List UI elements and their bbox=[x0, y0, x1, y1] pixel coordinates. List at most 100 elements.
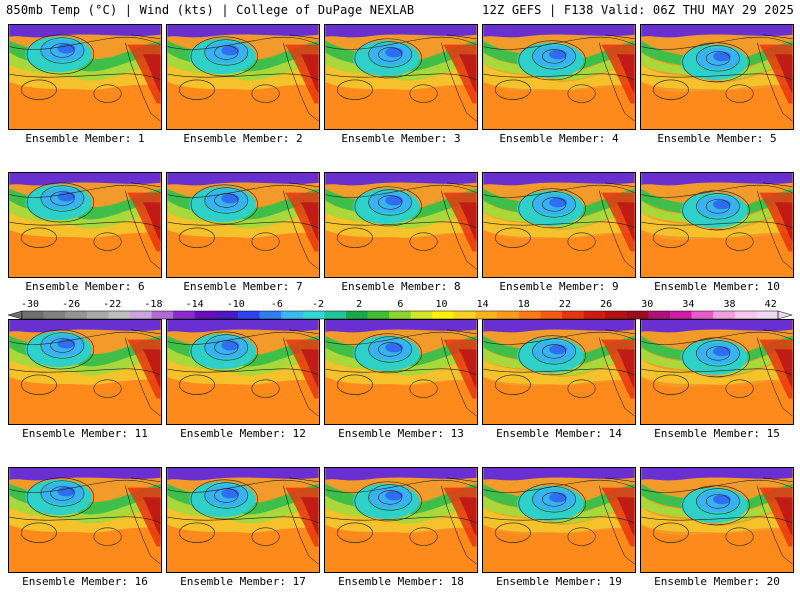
ensemble-panel: Ensemble Member: 9 bbox=[482, 172, 636, 293]
ensemble-member-label: Ensemble Member: 2 bbox=[183, 132, 303, 145]
colorbar-tick-label: -30 bbox=[21, 299, 39, 310]
ensemble-panel: Ensemble Member: 14 bbox=[482, 319, 636, 440]
colorbar-bin bbox=[713, 311, 736, 319]
ensemble-member-label: Ensemble Member: 1 bbox=[25, 132, 145, 145]
ensemble-panel: Ensemble Member: 10 bbox=[640, 172, 794, 293]
ensemble-member-label: Ensemble Member: 5 bbox=[657, 132, 777, 145]
ensemble-panel: Ensemble Member: 3 bbox=[324, 24, 478, 145]
colorbar-tick-label: -26 bbox=[62, 299, 80, 310]
colorbar-tick-label: -2 bbox=[312, 299, 324, 310]
colorbar-bin bbox=[475, 311, 498, 319]
colorbar-bin bbox=[194, 311, 217, 319]
ensemble-map bbox=[324, 319, 478, 425]
colorbar-tick-label: -6 bbox=[271, 299, 283, 310]
colorbar-bin bbox=[108, 311, 131, 319]
colorbar-tick-label: 14 bbox=[477, 299, 489, 310]
colorbar-tick-label: 38 bbox=[724, 299, 736, 310]
ensemble-member-label: Ensemble Member: 13 bbox=[338, 427, 464, 440]
colorbar-bin bbox=[605, 311, 628, 319]
colorbar-bin bbox=[562, 311, 584, 319]
ensemble-map bbox=[8, 319, 162, 425]
ensemble-panel: Ensemble Member: 8 bbox=[324, 172, 478, 293]
colorbar-bin bbox=[238, 311, 260, 319]
colorbar-bin bbox=[389, 311, 412, 319]
ensemble-member-label: Ensemble Member: 17 bbox=[180, 575, 306, 588]
colorbar-bin bbox=[346, 311, 368, 319]
ensemble-panel: Ensemble Member: 5 bbox=[640, 24, 794, 145]
ensemble-member-label: Ensemble Member: 4 bbox=[499, 132, 619, 145]
colorbar-bin bbox=[43, 311, 66, 319]
ensemble-panel: Ensemble Member: 12 bbox=[166, 319, 320, 440]
ensemble-member-label: Ensemble Member: 3 bbox=[341, 132, 461, 145]
colorbar-tick-label: -10 bbox=[227, 299, 245, 310]
colorbar-bin bbox=[22, 311, 44, 319]
ensemble-member-label: Ensemble Member: 20 bbox=[654, 575, 780, 588]
ensemble-map bbox=[8, 467, 162, 573]
ensemble-panel: Ensemble Member: 2 bbox=[166, 24, 320, 145]
colorbar-bin bbox=[432, 311, 455, 319]
ensemble-member-label: Ensemble Member: 6 bbox=[25, 280, 145, 293]
colorbar-bin bbox=[130, 311, 152, 319]
map-title: 850mb Temp (°C) | Wind (kts) | College o… bbox=[6, 3, 415, 17]
ensemble-member-label: Ensemble Member: 19 bbox=[496, 575, 622, 588]
ensemble-map bbox=[482, 467, 636, 573]
colorbar-bin bbox=[410, 311, 433, 319]
colorbar-bin bbox=[173, 311, 196, 319]
colorbar-tick-label: 22 bbox=[559, 299, 571, 310]
ensemble-map bbox=[166, 467, 320, 573]
colorbar-tick-label: 6 bbox=[397, 299, 403, 310]
colorbar-bin bbox=[151, 311, 174, 319]
ensemble-panel: Ensemble Member: 13 bbox=[324, 319, 478, 440]
colorbar-bin bbox=[648, 311, 671, 319]
ensemble-map bbox=[8, 172, 162, 278]
ensemble-panel: Ensemble Member: 7 bbox=[166, 172, 320, 293]
colorbar-bin bbox=[324, 311, 347, 319]
colorbar-tick-label: 26 bbox=[600, 299, 612, 310]
colorbar-bin bbox=[367, 311, 390, 319]
colorbar-bin bbox=[626, 311, 649, 319]
colorbar-outline bbox=[21, 310, 779, 320]
ensemble-panel: Ensemble Member: 18 bbox=[324, 467, 478, 588]
colorbar-bin bbox=[670, 311, 692, 319]
ensemble-panel: Ensemble Member: 6 bbox=[8, 172, 162, 293]
ensemble-map bbox=[482, 172, 636, 278]
colorbar-bin bbox=[86, 311, 109, 319]
ensemble-map bbox=[640, 467, 794, 573]
colorbar-min-arrow bbox=[8, 310, 23, 320]
temperature-colorbar: -30 -26 -22 -18 -14 -10 -6 -2 2 6 10 14 18 22 26 30 34 38… bbox=[8, 299, 792, 320]
colorbar-bin bbox=[734, 311, 757, 319]
ensemble-panel: Ensemble Member: 17 bbox=[166, 467, 320, 588]
ensemble-panel: Ensemble Member: 4 bbox=[482, 24, 636, 145]
colorbar-bin bbox=[540, 311, 563, 319]
ensemble-map bbox=[640, 172, 794, 278]
ensemble-member-label: Ensemble Member: 8 bbox=[341, 280, 461, 293]
ensemble-member-label: Ensemble Member: 16 bbox=[22, 575, 148, 588]
colorbar-tick-label: 10 bbox=[435, 299, 447, 310]
colorbar-max-arrow bbox=[777, 310, 792, 320]
ensemble-member-label: Ensemble Member: 10 bbox=[654, 280, 780, 293]
ensemble-map bbox=[324, 467, 478, 573]
ensemble-map bbox=[324, 172, 478, 278]
ensemble-map bbox=[8, 24, 162, 130]
ensemble-panel: Ensemble Member: 1 bbox=[8, 24, 162, 145]
colorbar-tick-label: 2 bbox=[356, 299, 362, 310]
ensemble-map bbox=[166, 172, 320, 278]
ensemble-map bbox=[482, 319, 636, 425]
ensemble-panel: Ensemble Member: 16 bbox=[8, 467, 162, 588]
colorbar-tick-label: -14 bbox=[186, 299, 204, 310]
colorbar-tick-label: 34 bbox=[682, 299, 694, 310]
colorbar-bin bbox=[302, 311, 325, 319]
colorbar-bin bbox=[756, 311, 779, 319]
colorbar-bin bbox=[583, 311, 606, 319]
ensemble-panel: Ensemble Member: 11 bbox=[8, 319, 162, 440]
ensemble-map bbox=[166, 24, 320, 130]
colorbar-bin bbox=[518, 311, 541, 319]
ensemble-member-label: Ensemble Member: 11 bbox=[22, 427, 148, 440]
ensemble-panel: Ensemble Member: 15 bbox=[640, 319, 794, 440]
colorbar-bin bbox=[497, 311, 520, 319]
ensemble-panel: Ensemble Member: 20 bbox=[640, 467, 794, 588]
colorbar-tick-label: 18 bbox=[518, 299, 530, 310]
ensemble-panel: Ensemble Member: 19 bbox=[482, 467, 636, 588]
model-run-info: 12Z GEFS | F138 Valid: 06Z THU MAY 29 20… bbox=[482, 3, 794, 17]
ensemble-map bbox=[166, 319, 320, 425]
